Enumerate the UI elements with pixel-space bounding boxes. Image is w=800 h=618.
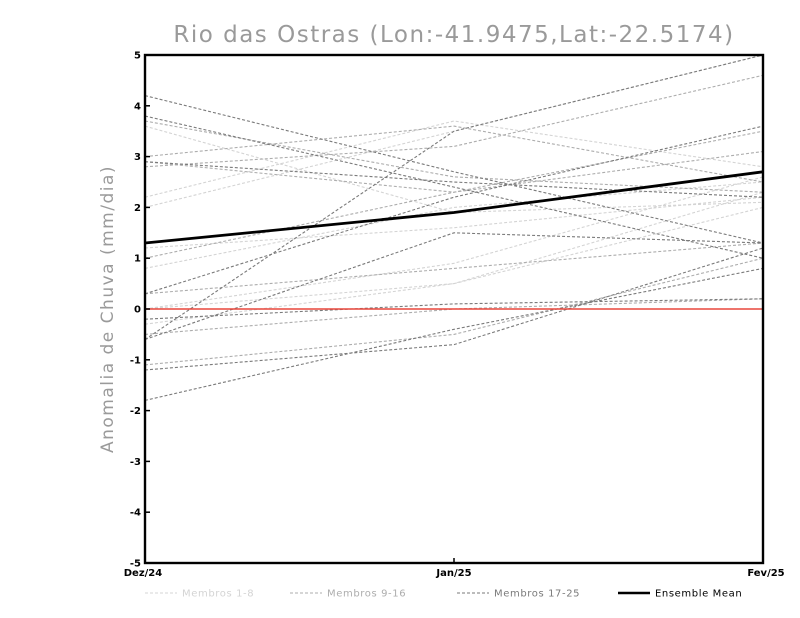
y-tick-label: 1 bbox=[134, 254, 141, 265]
member-line-g1-1 bbox=[145, 120, 763, 198]
x-tick-label: Fev/25 bbox=[747, 568, 784, 579]
member-line-g3-5 bbox=[145, 55, 763, 340]
legend-label: Ensemble Mean bbox=[655, 589, 742, 600]
member-line-g3-6 bbox=[145, 298, 763, 320]
member-line-g1-2 bbox=[145, 55, 763, 208]
member-line-g2-6 bbox=[145, 150, 763, 193]
member-line-g2-3 bbox=[145, 130, 763, 259]
member-line-g3-9 bbox=[145, 232, 763, 341]
legend-label: Membros 9-16 bbox=[327, 589, 406, 600]
x-tick-label: Dez/24 bbox=[124, 568, 163, 579]
y-tick-label: 4 bbox=[134, 101, 141, 112]
member-line-g3-1 bbox=[145, 95, 763, 244]
member-line-g3-7 bbox=[145, 247, 763, 371]
member-line-g1-6 bbox=[145, 176, 763, 310]
y-tick-label: -5 bbox=[130, 559, 141, 570]
y-tick-label: 2 bbox=[134, 203, 141, 214]
y-tick-label: 3 bbox=[134, 152, 141, 163]
member-line-g1-8 bbox=[145, 125, 763, 214]
member-line-g1-5 bbox=[145, 206, 763, 310]
member-line-g3-4 bbox=[145, 125, 763, 295]
member-line-g1-3 bbox=[145, 196, 763, 249]
y-tick-label: -4 bbox=[130, 508, 141, 519]
member-line-g1-4 bbox=[145, 181, 763, 269]
axes: -5 -4 -3 -2 -1 0 1 2 3 4 5 Dez/24 Jan/25 Fev/25 bbox=[124, 51, 785, 580]
legend-label: Membros 17-25 bbox=[494, 589, 580, 600]
x-tick-label: Jan/25 bbox=[435, 568, 471, 579]
member-line-g2-7 bbox=[145, 257, 763, 366]
member-line-g2-1 bbox=[145, 125, 763, 183]
y-tick-label: -2 bbox=[130, 406, 141, 417]
member-line-g3-3 bbox=[145, 161, 763, 198]
y-tick-label: -3 bbox=[130, 457, 141, 468]
member-line-g2-2 bbox=[145, 120, 763, 193]
legend-label: Membros 1-8 bbox=[182, 589, 254, 600]
y-tick-label: -1 bbox=[130, 355, 141, 366]
member-line-g3-8 bbox=[145, 267, 763, 401]
member-line-g1-7 bbox=[145, 191, 763, 325]
member-line-g2-8 bbox=[145, 74, 763, 168]
y-tick-label: 5 bbox=[134, 51, 141, 62]
ensemble-mean-line bbox=[145, 170, 763, 245]
member-line-g3-2 bbox=[145, 115, 763, 259]
plot-lines bbox=[145, 55, 763, 401]
y-tick-label: 0 bbox=[134, 305, 141, 316]
chart-title: Rio das Ostras (Lon:-41.9475,Lat:-22.517… bbox=[173, 22, 734, 48]
legend: Membros 1-8 Membros 9-16 Membros 17-25 Ense… bbox=[145, 589, 742, 600]
member-line-g2-4 bbox=[145, 242, 763, 295]
y-axis-label: Anomalia de Chuva (mm/dia) bbox=[98, 165, 118, 453]
